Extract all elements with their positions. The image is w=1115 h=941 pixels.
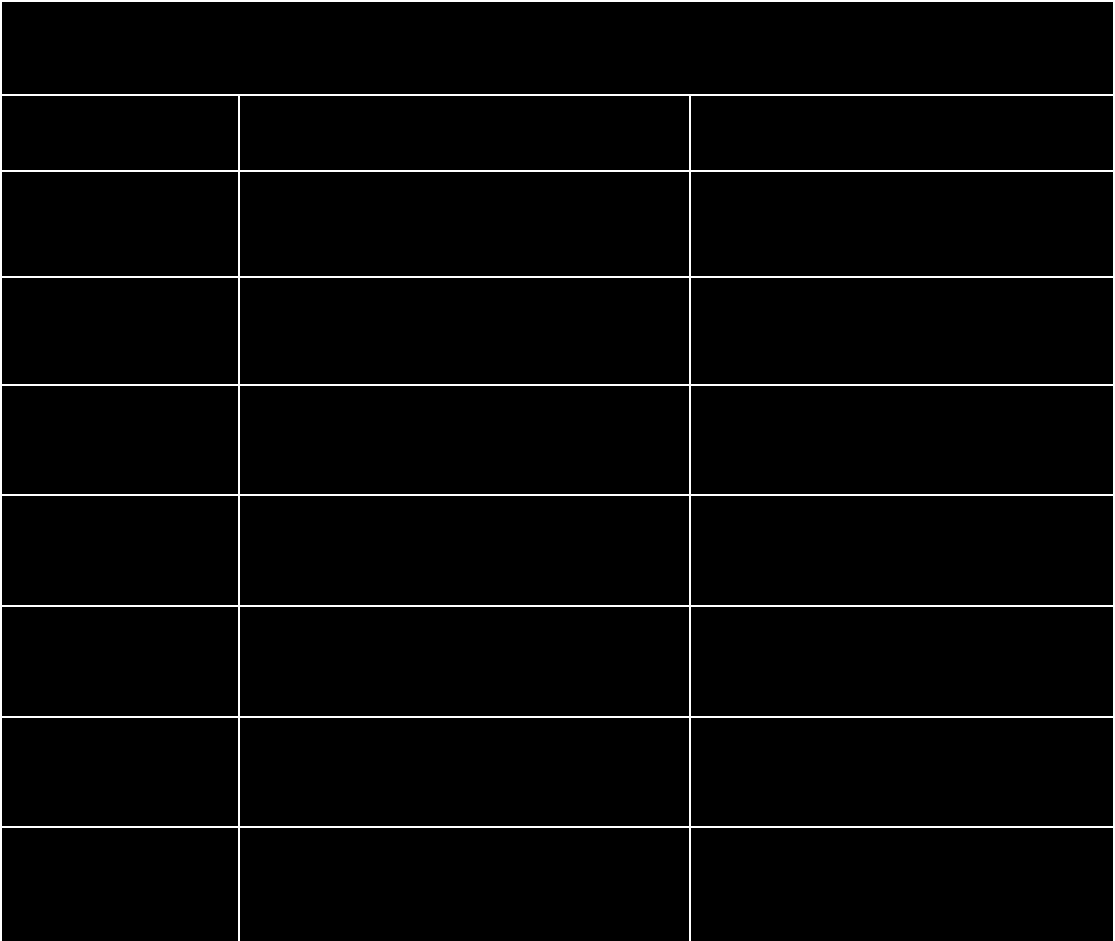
table-title-cell: [0, 0, 1115, 96]
table-cell: [0, 718, 240, 828]
table-row: [0, 172, 1115, 278]
table-row: [0, 828, 1115, 941]
table-cell: [691, 172, 1115, 278]
table-cell: [0, 278, 240, 386]
table-cell: [240, 828, 691, 941]
table-cell: [240, 172, 691, 278]
table-cell: [691, 96, 1115, 172]
table-cell: [240, 96, 691, 172]
table-cell: [691, 386, 1115, 496]
table-row: [0, 386, 1115, 496]
table-row: [0, 607, 1115, 718]
table-cell: [0, 828, 240, 941]
table-row: [0, 278, 1115, 386]
table-cell: [691, 496, 1115, 607]
table-row: [0, 718, 1115, 828]
table-cell: [240, 607, 691, 718]
table-row: [0, 96, 1115, 172]
table-cell: [691, 607, 1115, 718]
table-cell: [240, 278, 691, 386]
table-cell: [240, 718, 691, 828]
table-cell: [240, 496, 691, 607]
table-title-row: [0, 0, 1115, 96]
table-cell: [0, 607, 240, 718]
table-cell: [0, 386, 240, 496]
table-row: [0, 496, 1115, 607]
table-cell: [0, 96, 240, 172]
table-cell: [240, 386, 691, 496]
table-cell: [0, 172, 240, 278]
table-cell: [691, 718, 1115, 828]
table-cell: [691, 278, 1115, 386]
table-cell: [691, 828, 1115, 941]
table-cell: [0, 496, 240, 607]
